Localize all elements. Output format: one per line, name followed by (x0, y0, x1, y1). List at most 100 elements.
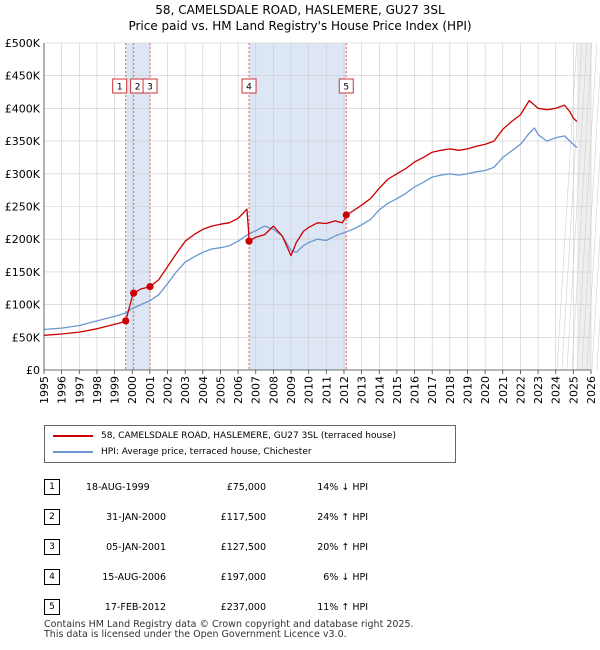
chart-axes: £0 £50K £100K £150K £200K £250K £300K £350K £400… (5, 37, 598, 404)
x-tick-label: 2004 (197, 376, 210, 404)
x-tick-label: 2019 (461, 376, 474, 404)
sale-label-box (112, 78, 128, 94)
sale-point (146, 283, 154, 291)
x-tick-label: 1996 (56, 376, 69, 404)
legend-line-property (53, 435, 93, 437)
x-tick-label: 2012 (338, 376, 351, 404)
x-tick-label: 2024 (550, 376, 563, 404)
legend-label-hpi: HPI: Average price, terraced house, Chic… (101, 447, 312, 457)
y-tick-label: £150K (5, 266, 41, 279)
x-tick-label: 2001 (144, 376, 157, 404)
sale-date: 05-JAN-2001 (106, 541, 166, 553)
y-tick-label: £350K (5, 135, 41, 148)
x-tick-label: 1999 (109, 376, 122, 404)
sale-date: 15-AUG-2006 (102, 571, 166, 583)
x-tick-label: 2020 (479, 376, 492, 404)
x-tick-label: 2006 (232, 376, 245, 404)
sale-hpi-diff: 6% ↓ HPI (323, 571, 368, 583)
footer-attribution: Contains HM Land Registry data © Crown c… (44, 620, 414, 640)
sale-date: 31-JAN-2000 (106, 511, 166, 523)
x-tick-label: 2013 (356, 376, 369, 404)
sale-hpi-diff: 11% ↑ HPI (317, 601, 368, 613)
footer-line-licence: This data is licensed under the Open Gov… (44, 629, 347, 640)
x-tick-label: 2017 (426, 376, 439, 404)
sale-label-number: 1 (117, 83, 123, 93)
y-tick-label: £0 (26, 364, 40, 377)
sale-hpi-diff: 14% ↓ HPI (317, 481, 368, 493)
table-row: 2 31-JAN-2000 £117,500 24% ↑ HPI (44, 502, 368, 532)
sale-price: £237,000 (220, 601, 266, 613)
table-row: 4 15-AUG-2006 £197,000 6% ↓ HPI (44, 562, 368, 592)
y-tick-label: £50K (12, 331, 41, 344)
sale-point (122, 317, 130, 325)
x-tick-label: 2018 (444, 376, 457, 404)
y-tick-label: £300K (5, 168, 41, 181)
x-tick-label: 2005 (214, 376, 227, 404)
sale-badge: 1 (44, 479, 60, 495)
legend-line-hpi (53, 451, 93, 453)
chart-grid (43, 42, 592, 371)
sale-price: £75,000 (226, 481, 266, 493)
sale-price: £117,500 (220, 511, 266, 523)
x-tick-label: 2023 (532, 376, 545, 404)
chart-subtitle: Price paid vs. HM Land Registry's House … (128, 19, 472, 33)
sales-table: 1 18-AUG-1999 £75,000 14% ↓ HPI 2 31-JAN… (44, 472, 368, 622)
sale-price: £127,500 (220, 541, 266, 553)
y-tick-label: £450K (5, 70, 41, 83)
sale-label-box (241, 78, 257, 94)
sale-price: £197,000 (220, 571, 266, 583)
x-tick-label: 2000 (126, 376, 139, 404)
sale-label-number: 4 (246, 83, 252, 93)
x-tick-label: 2003 (179, 376, 192, 404)
x-tick-label: 2025 (567, 376, 580, 404)
chart-legend: 58, CAMELSDALE ROAD, HASLEMERE, GU27 3SL… (44, 425, 456, 463)
property-price-line (43, 99, 578, 336)
sale-badge: 5 (44, 599, 60, 615)
x-tick-label: 1995 (38, 376, 51, 404)
x-tick-label: 2021 (497, 376, 510, 404)
sale-point (245, 237, 253, 245)
x-tick-label: 2010 (303, 376, 316, 404)
forecast-hatch (581, 68, 600, 371)
sale-point (130, 289, 138, 297)
table-row: 1 18-AUG-1999 £75,000 14% ↓ HPI (44, 472, 368, 502)
x-tick-label: 2002 (162, 376, 175, 404)
y-tick-label: £200K (5, 233, 41, 246)
sale-point (342, 211, 350, 219)
x-tick-label: 2026 (585, 376, 598, 404)
forecast-hatch (586, 150, 600, 371)
footer-line-copyright: Contains HM Land Registry data © Crown c… (44, 619, 414, 630)
x-tick-label: 2009 (285, 376, 298, 404)
legend-item-hpi: HPI: Average price, terraced house, Chic… (53, 445, 312, 459)
chart-title: 58, CAMELSDALE ROAD, HASLEMERE, GU27 3SL (155, 3, 445, 17)
y-tick-label: £100K (5, 299, 41, 312)
sale-label-number: 5 (343, 83, 349, 93)
sale-label-number: 2 (135, 83, 141, 93)
sale-label-number: 3 (147, 83, 153, 93)
sale-label-box (142, 78, 158, 94)
x-tick-label: 2014 (373, 376, 386, 404)
x-tick-label: 2016 (409, 376, 422, 404)
table-row: 3 05-JAN-2001 £127,500 20% ↑ HPI (44, 532, 368, 562)
x-tick-label: 2015 (391, 376, 404, 404)
forecast-hatch (591, 232, 600, 371)
x-tick-label: 2022 (514, 376, 527, 404)
sale-badge: 2 (44, 509, 60, 525)
sale-hpi-diff: 24% ↑ HPI (317, 511, 368, 523)
legend-item-property: 58, CAMELSDALE ROAD, HASLEMERE, GU27 3SL… (53, 429, 396, 443)
x-tick-label: 1997 (73, 376, 86, 404)
sale-label-box (338, 78, 354, 94)
y-tick-label: £400K (5, 102, 41, 115)
hpi-line (43, 127, 578, 331)
table-row: 5 17-FEB-2012 £237,000 11% ↑ HPI (44, 592, 368, 622)
sale-badge: 4 (44, 569, 60, 585)
legend-label-property: 58, CAMELSDALE ROAD, HASLEMERE, GU27 3SL… (101, 431, 396, 441)
x-tick-label: 1998 (91, 376, 104, 404)
sale-hpi-diff: 20% ↑ HPI (317, 541, 368, 553)
sale-badge: 3 (44, 539, 60, 555)
x-tick-label: 2007 (250, 376, 263, 404)
y-tick-label: £250K (5, 201, 41, 214)
y-tick-label: £500K (5, 37, 41, 50)
